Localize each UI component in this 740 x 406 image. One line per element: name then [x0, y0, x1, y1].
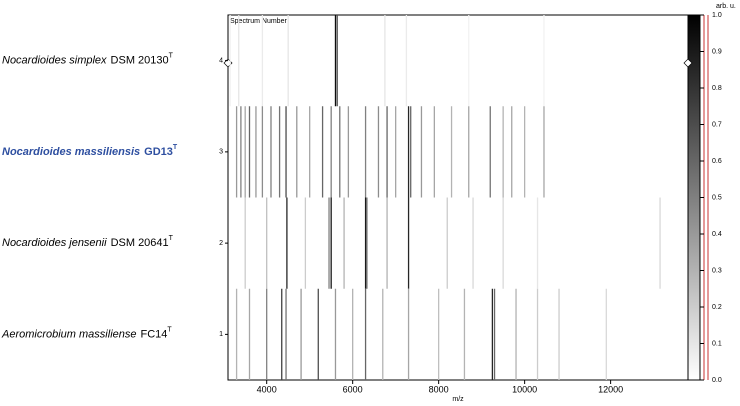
plot-area [227, 14, 689, 381]
spectrum-name: Nocardioides simplex DSM 20130T [2, 52, 174, 66]
y-tick-label: 4 [219, 57, 223, 64]
spectrum-name: Aeromicrobium massiliense FC14T [1, 326, 172, 340]
x-tick-label: 12000 [598, 384, 623, 394]
species: Aeromicrobium massiliense [1, 328, 137, 340]
superscript: T [167, 326, 172, 333]
y-tick-label: 3 [219, 149, 223, 156]
x-tick-label: 6000 [343, 384, 363, 394]
colorbar [687, 14, 701, 381]
colorbar-tick-label: 0.0 [712, 377, 722, 384]
spectrum-name: Nocardioides massiliensis GD13T [2, 144, 178, 158]
colorbar-tick-label: 0.4 [712, 231, 722, 238]
strain: DSM 20641 [111, 237, 169, 249]
x-axis-label: m/z [452, 396, 464, 403]
colorbar-tick-label: 0.5 [712, 194, 722, 201]
y-axis-label: Spectrum Number [230, 18, 287, 25]
spectrum-name: Nocardioides jensenii DSM 20641T [2, 235, 174, 249]
strain: DSM 20130 [111, 55, 169, 67]
colorbar-label: arb. u. [716, 3, 736, 10]
x-tick-label: 8000 [429, 384, 449, 394]
x-tick-label: 4000 [257, 384, 277, 394]
superscript: T [173, 144, 178, 151]
y-tick-label: 1 [219, 331, 223, 338]
colorbar-tick-label: 0.8 [712, 85, 722, 92]
colorbar-tick-label: 0.2 [712, 304, 722, 311]
colorbar-tick-label: 0.6 [712, 158, 722, 165]
colorbar-tick-label: 0.9 [712, 48, 722, 55]
x-tick-label: 10000 [512, 384, 537, 394]
colorbar-tick-label: 1.0 [712, 12, 722, 19]
colorbar-tick-label: 0.1 [712, 340, 722, 347]
y-tick-label: 2 [219, 240, 223, 247]
species: Nocardioides jensenii [2, 237, 107, 249]
species: Nocardioides massiliensis [2, 146, 140, 158]
colorbar-tick-label: 0.3 [712, 267, 722, 274]
colorbar-tick-label: 0.7 [712, 121, 722, 128]
strain: GD13 [144, 146, 173, 158]
superscript: T [169, 52, 174, 59]
species: Nocardioides simplex [2, 55, 107, 67]
strain: FC14 [141, 328, 168, 340]
superscript: T [169, 235, 174, 242]
